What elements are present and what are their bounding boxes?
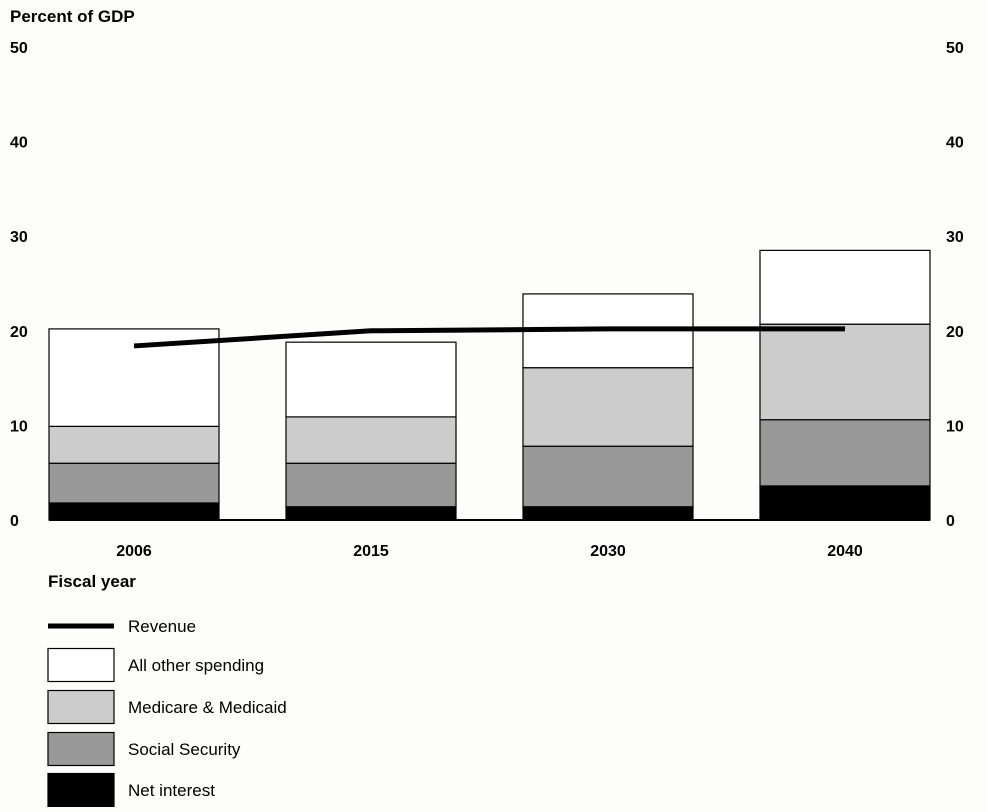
y-tick-right-50: 50 bbox=[946, 40, 964, 57]
legend-label-all-other-spending: All other spending bbox=[128, 656, 264, 675]
legend-swatch-all-other-spending bbox=[47, 647, 115, 683]
bar-all-other-spending-2015 bbox=[285, 341, 457, 418]
legend-swatch-social-security bbox=[47, 731, 115, 767]
bar-medicare-and-medicaid-2040 bbox=[759, 323, 931, 421]
y-tick-right-40: 40 bbox=[946, 135, 964, 152]
bar-net-interest-2040 bbox=[759, 485, 931, 521]
revenue-line-group bbox=[133, 326, 845, 349]
legend-label-revenue: Revenue bbox=[128, 617, 196, 636]
bars-group bbox=[48, 249, 931, 521]
y-tick-left-0: 0 bbox=[10, 513, 19, 530]
x-tick-2030: 2030 bbox=[590, 543, 626, 560]
y-tick-left-20: 20 bbox=[10, 324, 28, 341]
y-tick-right-20: 20 bbox=[946, 324, 964, 341]
bar-net-interest-2030 bbox=[522, 506, 694, 521]
y-tick-left-10: 10 bbox=[10, 418, 28, 435]
revenue-line bbox=[133, 326, 845, 349]
legend-label-medicare-and-medicaid: Medicare & Medicaid bbox=[128, 698, 287, 717]
bar-medicare-and-medicaid-2015 bbox=[285, 416, 457, 464]
bar-medicare-and-medicaid-2006 bbox=[48, 425, 220, 464]
bar-social-security-2015 bbox=[285, 462, 457, 508]
y-tick-left-30: 30 bbox=[10, 229, 28, 246]
legend: Revenue All other spending Medicare & Medi… bbox=[47, 617, 287, 808]
bar-social-security-2006 bbox=[48, 462, 220, 504]
y-tick-left-40: 40 bbox=[10, 135, 28, 152]
x-tick-2006: 2006 bbox=[116, 543, 152, 560]
x-tick-2015: 2015 bbox=[353, 543, 389, 560]
y-tick-right-0: 0 bbox=[946, 513, 955, 530]
legend-label-social-security: Social Security bbox=[128, 740, 241, 759]
legend-swatch-revenue bbox=[48, 623, 114, 629]
bar-medicare-and-medicaid-2030 bbox=[522, 367, 694, 447]
bar-all-other-spending-2040 bbox=[759, 249, 931, 325]
x-tick-2040: 2040 bbox=[827, 543, 863, 560]
legend-label-net-interest: Net interest bbox=[128, 781, 215, 800]
legend-swatch-net-interest bbox=[47, 772, 115, 808]
y-tick-left-50: 50 bbox=[10, 40, 28, 57]
y-tick-right-10: 10 bbox=[946, 418, 964, 435]
y-tick-right-30: 30 bbox=[946, 229, 964, 246]
x-axis: 2006 2015 2030 2040 bbox=[116, 543, 863, 560]
bar-net-interest-2006 bbox=[48, 502, 220, 521]
y-axis-right: 0 10 20 30 40 50 bbox=[946, 40, 964, 530]
x-axis-title: Fiscal year bbox=[48, 572, 136, 591]
y-axis-left: 0 10 20 30 40 50 bbox=[10, 40, 28, 530]
legend-swatch-medicare-and-medicaid bbox=[47, 689, 115, 725]
bar-social-security-2030 bbox=[522, 445, 694, 508]
bar-net-interest-2015 bbox=[285, 506, 457, 521]
y-axis-title: Percent of GDP bbox=[10, 7, 135, 26]
bar-social-security-2040 bbox=[759, 419, 931, 487]
